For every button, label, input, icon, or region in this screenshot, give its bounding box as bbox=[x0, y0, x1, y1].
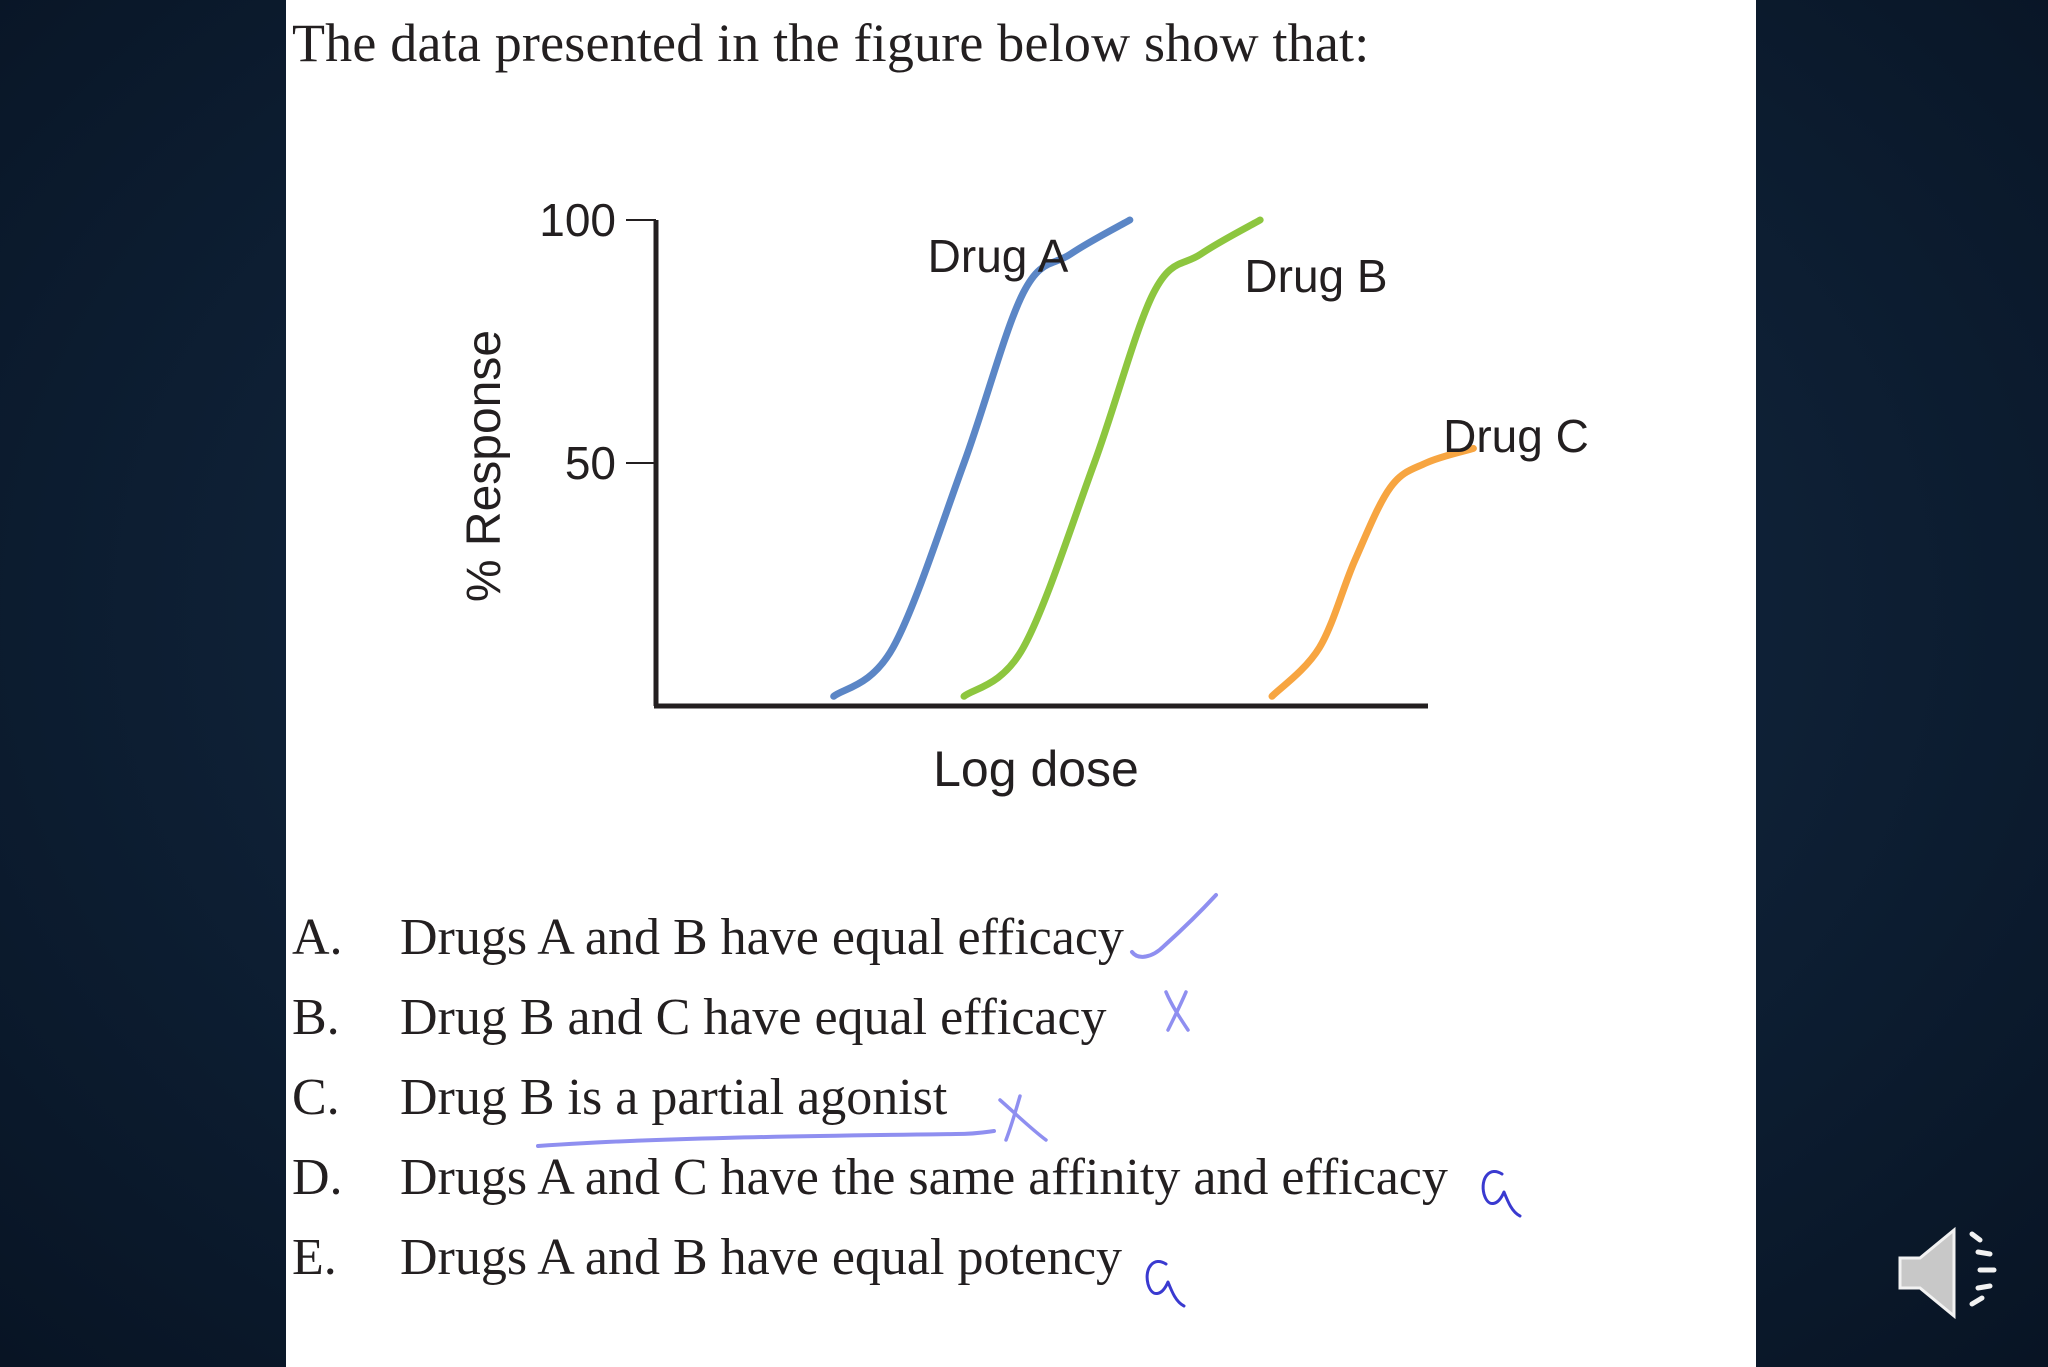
x-annotation-b bbox=[1164, 990, 1190, 1032]
option-letter: E. bbox=[292, 1229, 337, 1286]
speaker-icon[interactable] bbox=[1892, 1218, 2017, 1328]
underline-annotation bbox=[536, 1129, 996, 1148]
option-text: Drugs A and B have equal potency bbox=[400, 1229, 1123, 1286]
alpha-annotation-e bbox=[1145, 1260, 1186, 1308]
series-line-drug-b bbox=[960, 216, 1264, 700]
option-text: Drug B and C have equal efficacy bbox=[400, 989, 1107, 1046]
alpha-annotation-d bbox=[1481, 1170, 1522, 1218]
y-tick-label: 100 bbox=[539, 194, 616, 246]
series-line-drug-c bbox=[1268, 444, 1477, 700]
series-label-drug-b: Drug B bbox=[1244, 250, 1387, 302]
option-letter: A. bbox=[292, 909, 343, 966]
checkmark-annotation bbox=[1130, 893, 1218, 959]
x-annotation-c bbox=[998, 1094, 1048, 1142]
x-axis-label: Log dose bbox=[933, 741, 1139, 797]
y-axis-label: % Response bbox=[458, 330, 511, 602]
option-text: Drugs A and C have the same affinity and… bbox=[400, 1149, 1448, 1206]
slide: The data presented in the figure below s… bbox=[286, 0, 1756, 1367]
series-label-drug-a: Drug A bbox=[928, 230, 1069, 282]
option-letter: C. bbox=[292, 1069, 340, 1126]
dose-response-chart: 100 50 Log dose % Response Drug A Drug B Drug … bbox=[458, 194, 1589, 797]
option-letter: B. bbox=[292, 989, 340, 1046]
question-title: The data presented in the figure below s… bbox=[292, 13, 1370, 73]
option-text: Drug B is a partial agonist bbox=[400, 1069, 948, 1126]
y-tick-label: 50 bbox=[565, 437, 616, 489]
series-label-drug-c: Drug C bbox=[1443, 410, 1589, 462]
option-letter: D. bbox=[292, 1149, 343, 1206]
option-text: Drugs A and B have equal efficacy bbox=[400, 909, 1124, 966]
series-line-drug-a bbox=[830, 216, 1134, 700]
